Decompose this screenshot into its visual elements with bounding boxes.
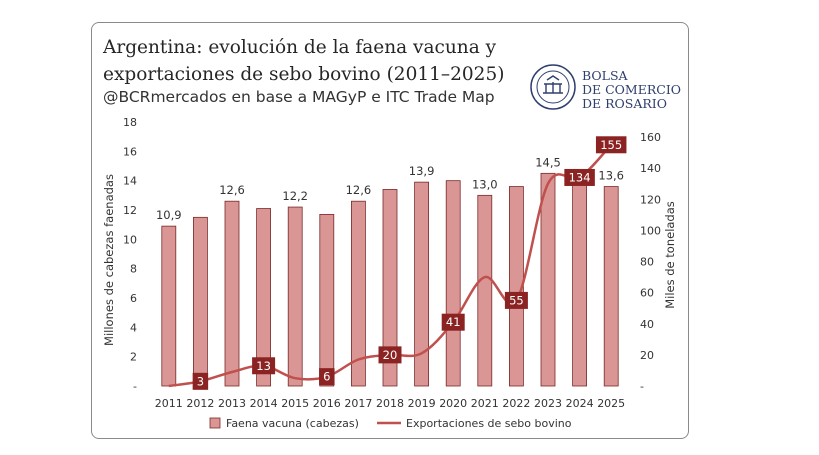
y-left-tick: 18 (123, 116, 137, 129)
bcr-seal-icon (530, 64, 576, 110)
bar (382, 189, 398, 387)
y-right-tick: 60 (640, 287, 654, 300)
y-left-tick: 14 (123, 175, 137, 188)
line-label-box (564, 168, 595, 186)
line-data-label: 55 (509, 293, 524, 307)
y-axis-right-title: Miles de toneladas (663, 201, 677, 309)
x-axis-ticks: 2011 2012 2013 2014 2015 2016 2017 2018 2019 2020… (155, 397, 625, 410)
y-right-tick: 80 (640, 256, 654, 269)
line-label-box (319, 368, 335, 386)
y-left-tick: 6 (130, 292, 137, 305)
line-data-label: 20 (383, 348, 398, 362)
y-right-tick: 160 (640, 131, 661, 144)
x-tick: 2018 (376, 397, 404, 410)
y-right-tick: 100 (640, 224, 661, 237)
y-left-tick: 16 (123, 145, 137, 158)
bar (477, 194, 493, 387)
bar (161, 225, 177, 387)
y-left-tick: - (133, 380, 137, 393)
bar-data-labels: 10,9 12,6 12,2 12,6 13,9 13,0 14,5 13,6 (156, 155, 624, 222)
chart-title: Argentina: evolución de la faena vacuna … (103, 37, 505, 85)
line-data-label: 134 (569, 170, 591, 184)
y-left-tick: 4 (130, 321, 137, 334)
legend-label-line: Exportaciones de sebo bovino (406, 417, 572, 430)
y-left-tick: 12 (123, 204, 137, 217)
line-data-label: 3 (197, 374, 204, 388)
x-tick: 2014 (250, 397, 278, 410)
x-tick: 2017 (344, 397, 372, 410)
bar (603, 186, 619, 387)
line-label-box (192, 372, 209, 390)
y-right-tick: - (640, 380, 644, 393)
legend-label-bar: Faena vacuna (cabezas) (226, 417, 359, 430)
y-right-tick: 120 (640, 193, 661, 206)
bar (256, 208, 272, 387)
x-tick: 2020 (439, 397, 467, 410)
bar-data-label: 10,9 (156, 208, 182, 222)
bar (224, 200, 240, 387)
logo-line-1: BOLSA (582, 68, 628, 83)
x-tick: 2013 (218, 397, 246, 410)
line-data-label: 6 (323, 370, 330, 384)
line-label-box (378, 346, 402, 364)
line-label-box (252, 357, 276, 375)
left-axis-ticks: - 2 4 6 8 10 12 14 16 18 (123, 116, 137, 393)
bar-data-label: 12,2 (282, 189, 308, 203)
bar-series (161, 172, 619, 387)
y-right-tick: 140 (640, 162, 661, 175)
bar-data-label: 12,6 (346, 183, 372, 197)
bar-data-label: 12,6 (219, 183, 245, 197)
x-tick: 2023 (534, 397, 562, 410)
x-tick: 2022 (502, 397, 530, 410)
line-data-labels: 3 13 6 20 41 55 134 155 (192, 136, 627, 390)
legend: Faena vacuna (cabezas) Exportaciones de … (209, 417, 572, 430)
y-right-tick: 40 (640, 318, 654, 331)
bar (572, 178, 587, 387)
x-tick: 2016 (313, 397, 341, 410)
bar (540, 172, 556, 387)
y-left-tick: 2 (130, 351, 137, 364)
bar (445, 180, 461, 387)
x-tick: 2012 (186, 397, 214, 410)
bar-data-label: 13,6 (598, 169, 624, 183)
right-axis-ticks: - 20 40 60 80 100 120 140 160 (640, 131, 661, 393)
line-data-label: 41 (446, 315, 461, 329)
bar (192, 216, 208, 387)
bar (350, 200, 366, 387)
line-data-label: 155 (600, 138, 622, 152)
x-tick: 2015 (281, 397, 309, 410)
y-axis-left-title: Millones de cabezas faenadas (102, 174, 116, 346)
logo-line-2: DE COMERCIO (582, 82, 682, 97)
line-label-box (595, 136, 627, 154)
y-right-tick: 20 (640, 349, 654, 362)
line-label-box (504, 291, 528, 309)
x-tick: 2019 (408, 397, 436, 410)
x-tick: 2011 (155, 397, 183, 410)
x-tick: 2024 (566, 397, 594, 410)
y-left-tick: 10 (123, 233, 137, 246)
line-label-box (441, 313, 465, 331)
bar (414, 181, 430, 387)
logo-text: BOLSA DE COMERCIO DE ROSARIO (582, 69, 681, 111)
x-tick: 2025 (597, 397, 625, 410)
chart-subtitle: @BCRmercados en base a MAGyP e ITC Trade… (103, 88, 495, 106)
bar-data-label: 13,9 (409, 164, 435, 178)
bar (319, 213, 335, 387)
legend-swatch-bar (209, 417, 221, 429)
logo-line-3: DE ROSARIO (582, 96, 667, 111)
x-tick: 2021 (471, 397, 499, 410)
bar (287, 206, 303, 387)
y-left-tick: 8 (130, 263, 137, 276)
line-data-label: 13 (256, 359, 271, 373)
bar-data-label: 13,0 (472, 177, 498, 191)
bar-data-label: 14,5 (535, 155, 561, 169)
